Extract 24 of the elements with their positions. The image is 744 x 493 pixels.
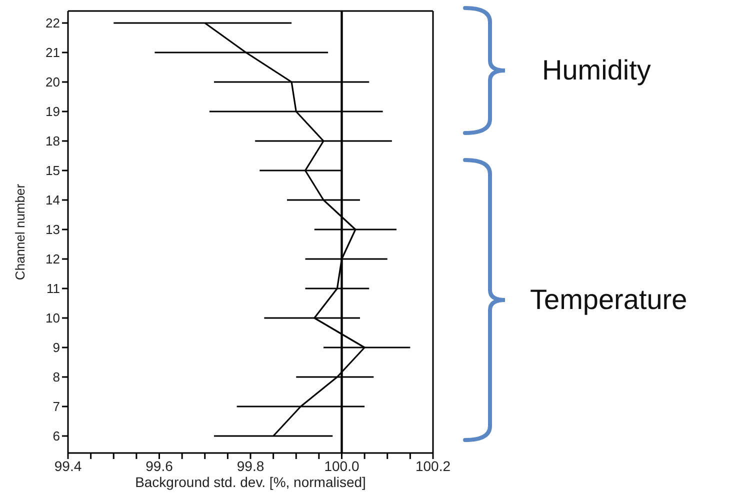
x-axis-title: Background std. dev. [%, normalised] bbox=[135, 474, 366, 490]
text: Temperature bbox=[530, 284, 688, 315]
y-tick-label: 15 bbox=[46, 163, 60, 178]
y-tick-label: 8 bbox=[52, 370, 60, 385]
x-tick-label: 99.4 bbox=[54, 458, 82, 474]
y-tick-label: 6 bbox=[52, 428, 60, 444]
y-tick-label: 12 bbox=[46, 252, 60, 267]
y-tick-label: 18 bbox=[46, 134, 60, 149]
y-tick-label: 7 bbox=[52, 399, 60, 414]
x-tick-label: 100.2 bbox=[415, 458, 451, 474]
y-tick-label: 20 bbox=[46, 74, 60, 90]
y-tick-label: 14 bbox=[46, 192, 60, 208]
x-tick-label: 99.6 bbox=[146, 458, 174, 474]
y-tick-label: 22 bbox=[46, 16, 60, 31]
x-tick-label: 100.0 bbox=[324, 458, 360, 474]
y-tick-label: 13 bbox=[46, 222, 60, 238]
y-tick-label: 10 bbox=[46, 310, 60, 326]
y-tick-label: 21 bbox=[46, 45, 60, 60]
text: Humidity bbox=[542, 54, 651, 86]
y-tick-label: 9 bbox=[52, 340, 60, 356]
y-axis-title: Channel number bbox=[12, 183, 28, 280]
x-tick-label: 99.8 bbox=[236, 458, 264, 474]
y-tick-label: 19 bbox=[46, 104, 60, 120]
y-tick-label: 11 bbox=[46, 281, 60, 296]
